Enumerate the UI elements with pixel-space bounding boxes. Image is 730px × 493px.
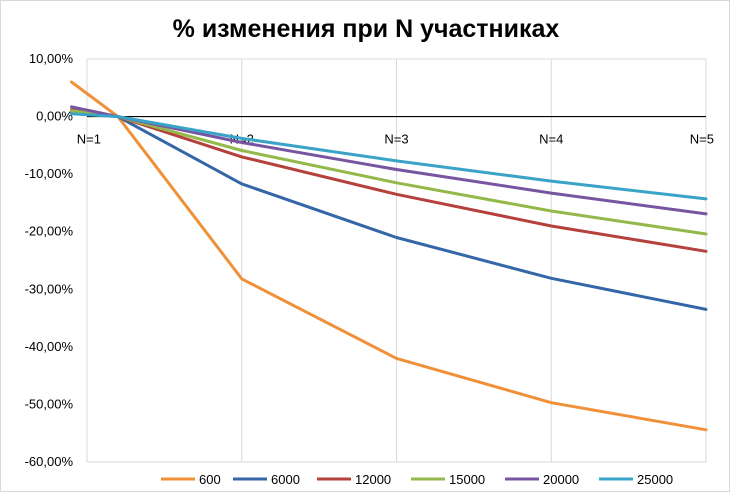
y-tick-label: -10,00% — [25, 166, 74, 181]
legend-label: 20000 — [543, 472, 579, 487]
y-tick-label: 10,00% — [29, 51, 74, 66]
legend-label: 15000 — [449, 472, 485, 487]
x-tick-label: N=1 — [77, 132, 101, 147]
series-line-15000 — [70, 109, 708, 236]
legend-label: 6000 — [271, 472, 300, 487]
x-tick-label: N=5 — [690, 132, 714, 147]
x-tick-label: N=4 — [539, 132, 563, 147]
legend-label: 25000 — [637, 472, 673, 487]
y-tick-label: -50,00% — [25, 396, 74, 411]
y-tick-label: -60,00% — [25, 454, 74, 469]
y-tick-label: 0,00% — [36, 109, 73, 124]
legend-label: 600 — [199, 472, 221, 487]
series-line-25000 — [70, 112, 708, 201]
y-tick-label: -40,00% — [25, 339, 74, 354]
chart-title: % изменения при N участниках — [172, 15, 560, 43]
y-tick-label: -30,00% — [25, 281, 74, 296]
plot-area — [86, 58, 707, 463]
x-tick-label: N=3 — [384, 132, 408, 147]
series-line-600 — [70, 80, 708, 432]
legend-label: 12000 — [355, 472, 391, 487]
y-tick-label: -20,00% — [25, 224, 74, 239]
